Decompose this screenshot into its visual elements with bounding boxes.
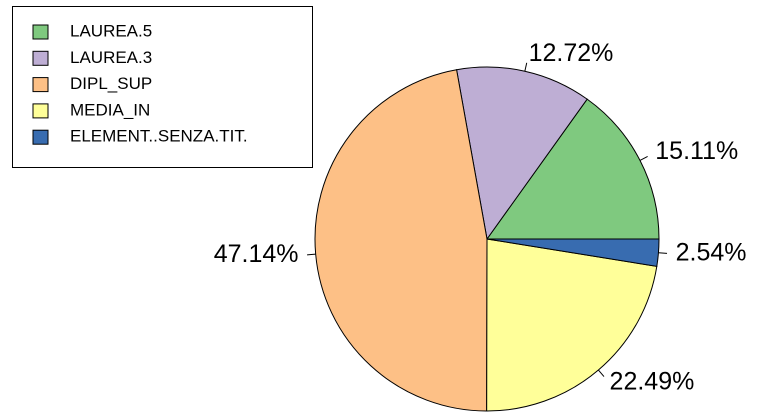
legend-label: DIPL_SUP [70,74,152,93]
slice-label: 47.14% [214,240,299,268]
label-tick [598,369,605,377]
legend-swatch [32,129,49,145]
legend-label: LAUREA.3 [70,48,152,67]
legend-swatch [32,50,49,66]
label-tick [307,253,316,256]
legend-box [12,6,313,168]
legend-label: MEDIA_IN [70,100,150,119]
legend-label: LAUREA.5 [70,21,152,40]
label-tick [658,252,668,254]
legend-swatch [32,103,49,119]
slice-label: 2.54% [676,239,747,267]
legend-swatch [32,77,49,93]
pie-slice [486,238,658,412]
legend-swatch [32,24,49,40]
pie-slice [486,98,660,240]
pie-slice [455,66,588,241]
label-tick [524,62,528,72]
label-tick [639,156,648,161]
slice-label: 12.72% [529,39,614,67]
pie-slice [486,238,660,267]
slice-label: 15.11% [655,137,738,165]
legend-label: ELEMENT..SENZA.TIT. [70,127,248,146]
slice-label: 22.49% [610,368,695,396]
pie-slice [314,69,488,412]
